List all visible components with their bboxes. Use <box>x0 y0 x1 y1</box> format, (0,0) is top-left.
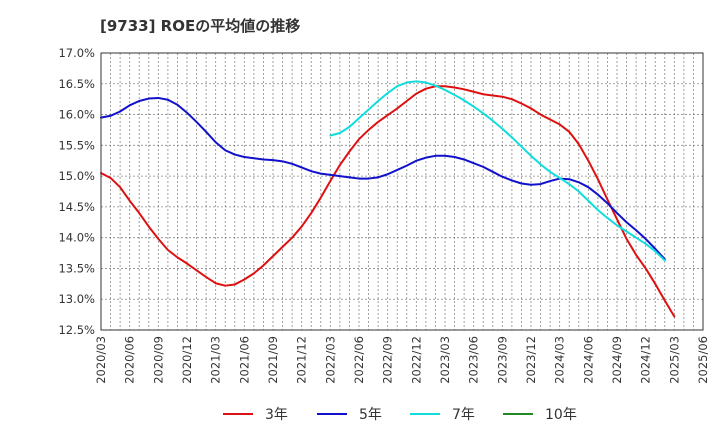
x-tick-label: 2020/06 <box>123 336 137 384</box>
x-tick-label: 2025/06 <box>696 336 710 384</box>
x-tick-label: 2023/12 <box>524 336 538 384</box>
y-axis-ticks: 12.5% 13.0% 13.5% 14.0% 14.5% 15.0% 15.5% 16.0%… <box>58 46 95 337</box>
legend: 3年 5年 7年 10年 <box>223 407 577 423</box>
y-tick-label: 12.5% <box>58 323 95 337</box>
series-line-3年 <box>100 85 676 318</box>
x-tick-label: 2024/03 <box>553 336 567 384</box>
x-tick-label: 2021/12 <box>295 336 309 384</box>
grid <box>100 52 704 331</box>
x-tick-label: 2020/03 <box>94 336 108 384</box>
legend-label: 7年 <box>452 407 475 423</box>
y-tick-label: 15.5% <box>58 138 95 152</box>
y-tick-label: 14.5% <box>58 200 95 214</box>
y-tick-label: 17.0% <box>58 46 95 60</box>
x-tick-label: 2024/06 <box>581 336 595 384</box>
x-axis-ticks: 2020/03 2020/06 2020/09 2020/12 2021/03 2021/… <box>94 336 710 384</box>
chart-title: [9733] ROEの平均値の推移 <box>100 17 300 35</box>
plot-frame <box>100 52 704 331</box>
x-tick-label: 2024/12 <box>639 336 653 384</box>
legend-label: 10年 <box>545 407 577 423</box>
y-tick-label: 16.5% <box>58 77 95 91</box>
legend-label: 5年 <box>359 407 382 423</box>
x-tick-label: 2023/03 <box>438 336 452 384</box>
x-tick-label: 2022/06 <box>352 336 366 384</box>
x-tick-label: 2021/03 <box>209 336 223 384</box>
x-tick-label: 2025/03 <box>667 336 681 384</box>
y-tick-label: 15.0% <box>58 169 95 183</box>
y-tick-label: 13.5% <box>58 261 95 275</box>
x-tick-label: 2022/03 <box>323 336 337 384</box>
x-tick-label: 2022/12 <box>409 336 423 384</box>
y-tick-label: 14.0% <box>58 231 95 245</box>
series-line-7年 <box>329 80 666 262</box>
x-tick-label: 2020/09 <box>151 336 165 384</box>
x-tick-label: 2023/06 <box>467 336 481 384</box>
x-tick-label: 2020/12 <box>180 336 194 384</box>
series-line-5年 <box>100 96 666 261</box>
series-lines <box>100 80 676 318</box>
x-tick-label: 2024/09 <box>610 336 624 384</box>
x-tick-label: 2021/06 <box>237 336 251 384</box>
x-tick-label: 2022/09 <box>381 336 395 384</box>
legend-label: 3年 <box>265 407 288 423</box>
y-tick-label: 16.0% <box>58 108 95 122</box>
x-tick-label: 2021/09 <box>266 336 280 384</box>
x-tick-label: 2023/09 <box>495 336 509 384</box>
y-tick-label: 13.0% <box>58 292 95 306</box>
